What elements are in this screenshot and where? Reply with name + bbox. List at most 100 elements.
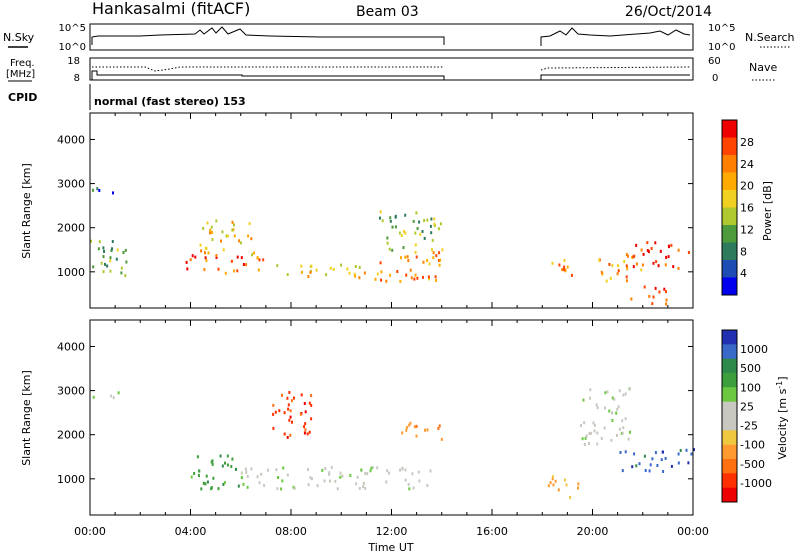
echo-cell: [291, 420, 293, 424]
echo-cell: [186, 267, 189, 271]
colorbar-tick-label: 12: [740, 223, 754, 236]
echo-cell: [226, 454, 229, 458]
echo-cell: [109, 269, 112, 273]
echo-cell: [197, 474, 200, 477]
echo-cell: [403, 229, 405, 233]
power-panel-frame: [89, 112, 694, 309]
echo-cell: [625, 264, 628, 268]
echo-cell: [589, 396, 591, 400]
echo-cell: [391, 248, 394, 252]
echo-cell: [206, 480, 209, 484]
echo-cell: [590, 431, 593, 435]
echo-cell: [125, 260, 128, 264]
echo-cell: [185, 260, 188, 264]
echo-cell: [363, 271, 366, 275]
echo-cell: [412, 219, 415, 223]
velocity-y-axis: 1000 2000 3000 4000: [57, 340, 693, 486]
echo-cell: [625, 275, 628, 279]
echo-cell: [419, 232, 422, 236]
echo-cell: [379, 210, 382, 214]
colorbar-swatch: [722, 401, 737, 417]
echo-cell: [662, 470, 665, 473]
echo-cell: [551, 477, 554, 481]
echo-cell: [411, 472, 414, 476]
echo-cell: [209, 231, 212, 235]
echo-cell: [655, 260, 658, 264]
echo-cell: [638, 462, 641, 466]
echo-cell: [230, 465, 233, 468]
colorbar-swatch: [722, 344, 737, 360]
echo-cell: [626, 253, 628, 257]
echo-cell: [371, 466, 374, 469]
echo-cell: [334, 479, 337, 483]
echo-cell: [240, 256, 243, 260]
colorbar-tick-label: -100: [740, 439, 765, 452]
echo-cell: [693, 448, 695, 452]
echo-cell: [439, 258, 442, 262]
echo-cell: [690, 452, 693, 456]
echo-cell: [656, 464, 659, 467]
echo-cell: [672, 265, 675, 269]
echo-cell: [549, 481, 552, 485]
echo-cell: [205, 259, 208, 262]
echo-cell: [657, 264, 660, 268]
echo-cell: [633, 254, 636, 258]
echo-cell: [288, 418, 291, 422]
echo-cell: [608, 409, 611, 413]
echo-cell: [391, 225, 394, 229]
echo-cell: [439, 222, 442, 226]
echo-cell: [394, 225, 397, 229]
echo-cell: [290, 399, 293, 403]
x-tick-label: 12:00: [376, 525, 408, 538]
x-tick-label: 08:00: [275, 525, 307, 538]
echo-cell: [389, 216, 392, 220]
colorbar-swatch: [722, 225, 737, 243]
echo-cell: [304, 410, 307, 414]
echo-cell: [92, 395, 95, 399]
echo-cell: [596, 406, 599, 410]
echo-cell: [193, 472, 196, 475]
echo-cell: [428, 262, 431, 266]
echo-cell: [219, 454, 222, 458]
echo-cell: [583, 443, 586, 446]
echo-cell: [413, 425, 416, 429]
echo-cell: [635, 262, 638, 266]
echo-cell: [404, 478, 407, 482]
echo-cell: [379, 261, 382, 265]
nsky-tick-low: 10^0: [59, 42, 86, 53]
echo-cell: [362, 485, 365, 489]
echo-cell: [98, 240, 101, 244]
echo-cell: [388, 247, 391, 251]
echo-cell: [240, 471, 243, 475]
echo-cell: [611, 419, 614, 422]
echo-cell: [621, 419, 624, 423]
velocity-x-ticks: [89, 320, 694, 515]
echo-cell: [667, 244, 670, 248]
echo-cell: [677, 461, 680, 465]
echo-cell: [642, 252, 645, 256]
velocity-colorbar-label: Velocity [m s-1]: [775, 376, 790, 459]
echo-cell: [413, 277, 416, 281]
power-colorbar-swatches: 28 24 20 16 12 8 4: [721, 119, 754, 296]
echo-cell: [430, 231, 433, 235]
echo-cell: [388, 471, 391, 475]
echo-cell: [624, 450, 627, 454]
echo-cell: [665, 255, 668, 259]
echo-cell: [221, 230, 224, 234]
echo-cell: [588, 442, 590, 445]
echo-cell: [588, 432, 591, 436]
echo-cell: [389, 219, 392, 223]
nave-trace: [92, 66, 691, 72]
power-ylabel: Slant Range [km]: [20, 163, 33, 259]
echo-cell: [309, 271, 312, 274]
echo-cell: [685, 448, 688, 452]
echo-cell: [423, 219, 426, 223]
echo-cell: [263, 483, 266, 487]
echo-cell: [92, 188, 94, 192]
colorbar-swatch: [722, 277, 737, 296]
echo-cell: [625, 279, 628, 283]
colorbar-swatch: [722, 155, 737, 173]
echo-cell: [196, 455, 199, 459]
echo-cell: [204, 246, 207, 250]
echo-cell: [287, 403, 290, 407]
